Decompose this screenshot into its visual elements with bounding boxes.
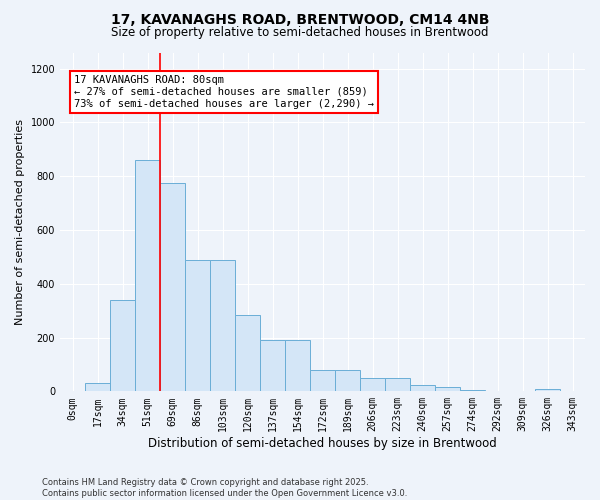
Bar	[335, 370, 360, 392]
Bar	[485, 390, 510, 392]
Bar	[510, 391, 535, 392]
Bar	[210, 260, 235, 392]
Bar	[410, 384, 435, 392]
X-axis label: Distribution of semi-detached houses by size in Brentwood: Distribution of semi-detached houses by …	[148, 437, 497, 450]
Bar	[185, 260, 210, 392]
Bar	[560, 391, 585, 392]
Bar	[535, 388, 560, 392]
Bar	[260, 340, 285, 392]
Bar	[85, 384, 110, 392]
Bar	[460, 390, 485, 392]
Bar	[60, 390, 85, 392]
Bar	[135, 160, 160, 392]
Bar	[285, 340, 310, 392]
Bar	[160, 183, 185, 392]
Bar	[385, 378, 410, 392]
Bar	[110, 300, 135, 392]
Bar	[235, 314, 260, 392]
Text: 17, KAVANAGHS ROAD, BRENTWOOD, CM14 4NB: 17, KAVANAGHS ROAD, BRENTWOOD, CM14 4NB	[111, 12, 489, 26]
Bar	[435, 388, 460, 392]
Text: 17 KAVANAGHS ROAD: 80sqm
← 27% of semi-detached houses are smaller (859)
73% of : 17 KAVANAGHS ROAD: 80sqm ← 27% of semi-d…	[74, 76, 374, 108]
Text: Size of property relative to semi-detached houses in Brentwood: Size of property relative to semi-detach…	[111, 26, 489, 39]
Text: Contains HM Land Registry data © Crown copyright and database right 2025.
Contai: Contains HM Land Registry data © Crown c…	[42, 478, 407, 498]
Bar	[360, 378, 385, 392]
Y-axis label: Number of semi-detached properties: Number of semi-detached properties	[15, 119, 25, 325]
Bar	[310, 370, 335, 392]
